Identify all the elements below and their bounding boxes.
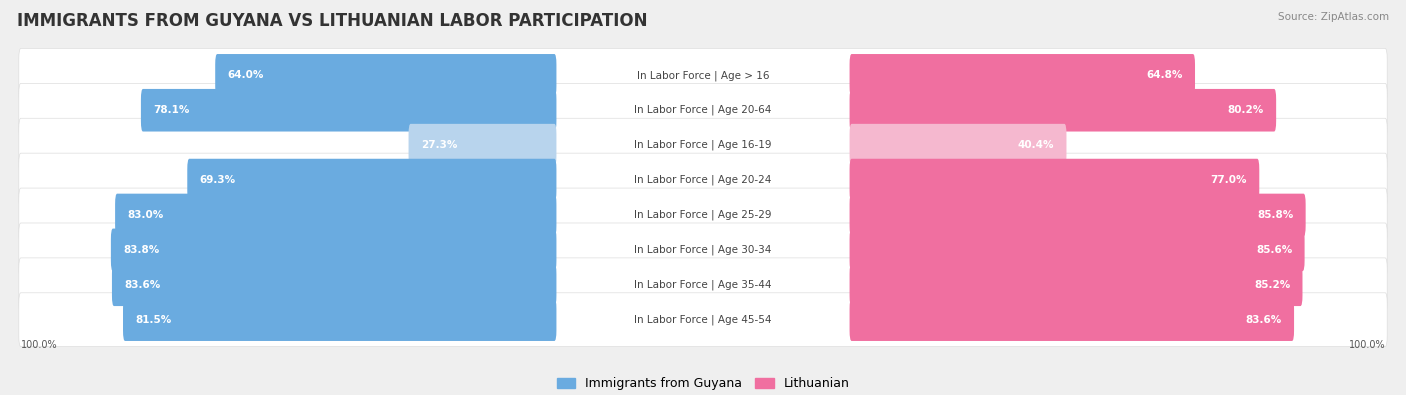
FancyBboxPatch shape — [18, 188, 1388, 242]
Text: IMMIGRANTS FROM GUYANA VS LITHUANIAN LABOR PARTICIPATION: IMMIGRANTS FROM GUYANA VS LITHUANIAN LAB… — [17, 12, 647, 30]
Text: In Labor Force | Age 20-24: In Labor Force | Age 20-24 — [634, 175, 772, 185]
Text: In Labor Force | Age 35-44: In Labor Force | Age 35-44 — [634, 280, 772, 290]
Text: 83.0%: 83.0% — [128, 210, 163, 220]
Text: In Labor Force | Age > 16: In Labor Force | Age > 16 — [637, 70, 769, 81]
Text: In Labor Force | Age 45-54: In Labor Force | Age 45-54 — [634, 314, 772, 325]
Text: 78.1%: 78.1% — [153, 105, 190, 115]
FancyBboxPatch shape — [18, 223, 1388, 277]
Text: 81.5%: 81.5% — [135, 315, 172, 325]
FancyBboxPatch shape — [215, 54, 557, 97]
Text: 85.6%: 85.6% — [1256, 245, 1292, 255]
Text: 85.2%: 85.2% — [1254, 280, 1291, 290]
FancyBboxPatch shape — [849, 194, 1306, 236]
Text: 100.0%: 100.0% — [1348, 340, 1385, 350]
FancyBboxPatch shape — [849, 159, 1260, 201]
Legend: Immigrants from Guyana, Lithuanian: Immigrants from Guyana, Lithuanian — [551, 372, 855, 395]
FancyBboxPatch shape — [18, 118, 1388, 172]
Text: 64.8%: 64.8% — [1146, 70, 1182, 80]
FancyBboxPatch shape — [849, 89, 1277, 132]
FancyBboxPatch shape — [115, 194, 557, 236]
Text: 27.3%: 27.3% — [420, 140, 457, 150]
Text: 85.8%: 85.8% — [1257, 210, 1294, 220]
FancyBboxPatch shape — [849, 229, 1305, 271]
Text: 100.0%: 100.0% — [21, 340, 58, 350]
FancyBboxPatch shape — [112, 263, 557, 306]
FancyBboxPatch shape — [849, 124, 1067, 166]
FancyBboxPatch shape — [849, 298, 1294, 341]
Text: 83.6%: 83.6% — [1246, 315, 1282, 325]
Text: 64.0%: 64.0% — [228, 70, 264, 80]
FancyBboxPatch shape — [18, 49, 1388, 102]
FancyBboxPatch shape — [111, 229, 557, 271]
Text: In Labor Force | Age 30-34: In Labor Force | Age 30-34 — [634, 245, 772, 255]
Text: 83.8%: 83.8% — [124, 245, 159, 255]
FancyBboxPatch shape — [18, 258, 1388, 312]
Text: 69.3%: 69.3% — [200, 175, 236, 185]
FancyBboxPatch shape — [141, 89, 557, 132]
FancyBboxPatch shape — [122, 298, 557, 341]
FancyBboxPatch shape — [18, 83, 1388, 137]
Text: In Labor Force | Age 20-64: In Labor Force | Age 20-64 — [634, 105, 772, 115]
FancyBboxPatch shape — [409, 124, 557, 166]
Text: 83.6%: 83.6% — [124, 280, 160, 290]
Text: In Labor Force | Age 16-19: In Labor Force | Age 16-19 — [634, 140, 772, 150]
Text: In Labor Force | Age 25-29: In Labor Force | Age 25-29 — [634, 210, 772, 220]
FancyBboxPatch shape — [18, 153, 1388, 207]
Text: 80.2%: 80.2% — [1227, 105, 1264, 115]
FancyBboxPatch shape — [18, 293, 1388, 346]
FancyBboxPatch shape — [849, 263, 1302, 306]
Text: Source: ZipAtlas.com: Source: ZipAtlas.com — [1278, 12, 1389, 22]
Text: 40.4%: 40.4% — [1018, 140, 1054, 150]
FancyBboxPatch shape — [849, 54, 1195, 97]
Text: 77.0%: 77.0% — [1211, 175, 1247, 185]
FancyBboxPatch shape — [187, 159, 557, 201]
